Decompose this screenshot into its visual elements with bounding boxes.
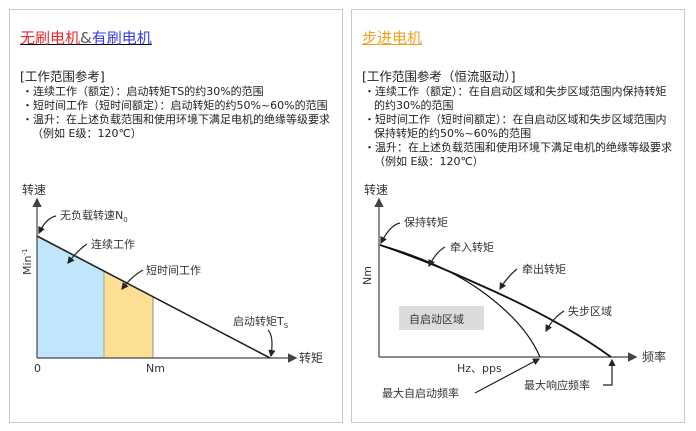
pull-out-torque-label: 牵出转矩 (522, 262, 566, 276)
info-block: [工作范围参考] ・连续工作（额定）：启动转矩TS的约30%的范围 ・短时间工作… (20, 70, 332, 141)
y-unit: Min-1 (21, 248, 34, 275)
info-item: ・短时间工作（短时间额定）：启动转矩的约50%~60%的范围 (22, 99, 328, 112)
y-title: 转速 (22, 182, 46, 197)
max-self-start-freq-label: 最大自启动频率 (382, 386, 459, 400)
info-item: ・连续工作（额定）：在自启动区域和失步区域范围内保持转矩的约30%的范围 (364, 85, 667, 112)
no-load-speed-label: 无负载转速N0 (60, 208, 128, 224)
continuous-region (37, 236, 104, 358)
info-item: ・温升：在上述负载范围和使用环境下满足电机的绝缘等级要求（例如 E级：120℃） (364, 141, 672, 168)
stall-torque-label: 启动转矩TS (233, 314, 289, 330)
short-time-region (104, 271, 153, 358)
y-title: 转速 (364, 182, 388, 197)
info-heading: [工作范围参考（恒流驱动）] (362, 69, 516, 84)
panel-title: 无刷电机&有刷电机 (20, 27, 152, 48)
speed-torque-line (36, 235, 271, 359)
continuous-label: 连续工作 (91, 237, 135, 251)
self-start-label: 自启动区域 (409, 313, 464, 326)
pull-out-torque-curve (379, 244, 612, 358)
info-block: [工作范围参考（恒流驱动）] ・连续工作（额定）：在自启动区域和失步区域范围内保… (362, 70, 674, 169)
speed-torque-chart: 转速 Min-1 0 Nm 转矩 无负载转速N0 连续工作 短时间工作 启动转矩… (21, 182, 323, 375)
x-unit: Hz、pps (457, 362, 502, 375)
info-item: ・短时间工作（短时间额定）：在自启动区域和失步区域范围内保持转矩的约50%~60… (364, 113, 667, 140)
info-item: ・连续工作（额定）：启动转矩TS的约30%的范围 (22, 85, 264, 98)
x-origin: 0 (34, 362, 41, 375)
torque-frequency-chart: 自启动区域 转速 Nm Hz、pps 频率 保持转矩 牵入转矩 牵出转矩 失步区… (361, 182, 666, 400)
x-title: 频率 (642, 349, 666, 364)
holding-torque-label: 保持转矩 (404, 215, 448, 229)
self-start-region (399, 306, 484, 330)
x-title: 转矩 (299, 350, 323, 365)
x-tick-nm: Nm (146, 362, 165, 375)
title-brushless: 无刷电机 (20, 29, 81, 47)
pull-in-torque-label: 牵入转矩 (450, 240, 494, 254)
short-time-label: 短时间工作 (146, 263, 201, 277)
max-response-freq-label: 最大响应频率 (524, 378, 590, 392)
title-amp: & (80, 29, 92, 47)
info-heading: [工作范围参考] (20, 69, 105, 84)
info-item: ・温升：在上述负载范围和使用环境下满足电机的绝缘等级要求（例如 E级：120℃） (22, 113, 330, 140)
y-unit: Nm (361, 266, 374, 285)
step-out-region-label: 失步区域 (568, 305, 612, 318)
stepper-panel: 步进电机 [工作范围参考（恒流驱动）] ・连续工作（额定）：在自启动区域和失步区… (351, 9, 685, 423)
title-brushed: 有刷电机 (91, 29, 152, 47)
panel-title: 步进电机 (362, 29, 423, 47)
pull-in-torque-curve (379, 244, 541, 358)
